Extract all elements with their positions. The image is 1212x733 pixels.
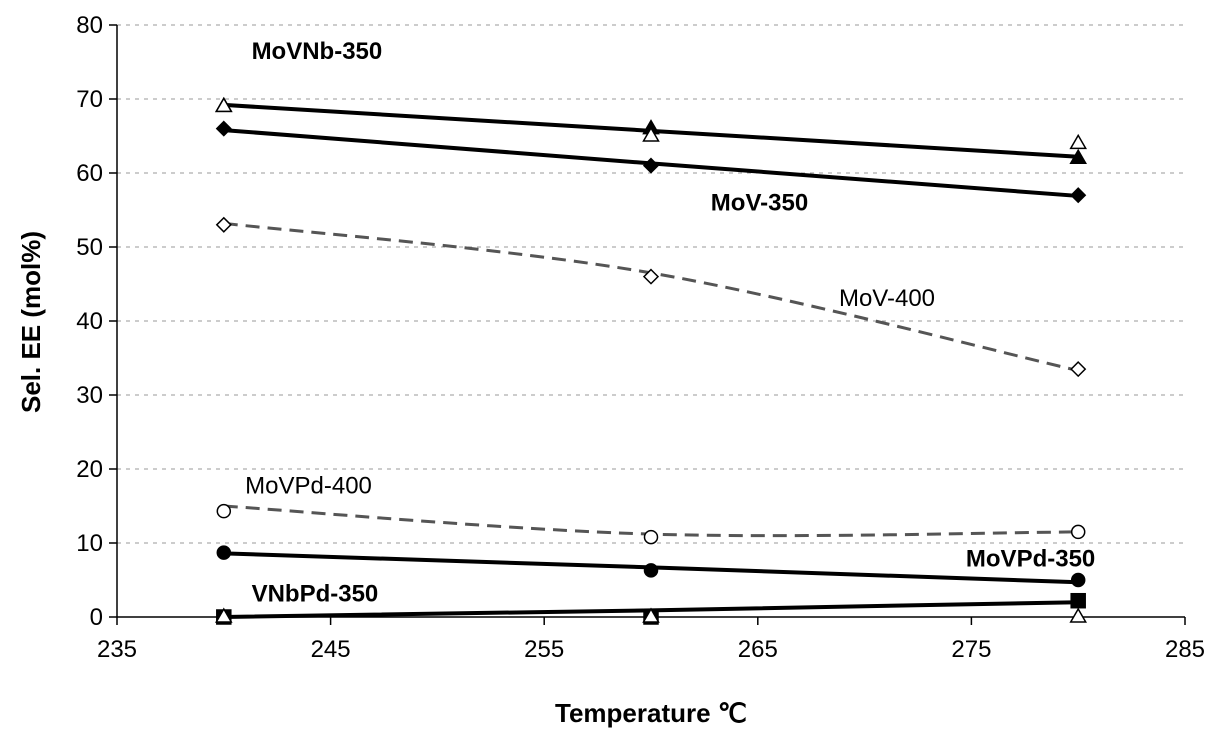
mov-350-point — [215, 120, 232, 137]
y-tick-label: 70 — [76, 86, 103, 113]
label-mov-400: MoV-400 — [839, 285, 935, 312]
y-tick-label: 20 — [76, 456, 103, 483]
series-6-point — [642, 607, 660, 623]
movnb-350-point — [1069, 148, 1087, 164]
mov-400-point — [642, 268, 660, 285]
vnbpd-350-point — [1070, 592, 1086, 609]
mov-350-point — [642, 157, 660, 174]
x-tick-label: 255 — [524, 636, 564, 663]
mov-350-point — [1070, 187, 1087, 204]
movpd-350-point — [216, 545, 232, 560]
x-tick-label: 285 — [1165, 636, 1205, 663]
x-tick-label: 235 — [97, 636, 137, 663]
movnb-350-open-point — [1069, 133, 1087, 150]
label-vnbpd-350: VNbPd-350 — [252, 580, 379, 607]
movpd-350-point — [1070, 572, 1086, 588]
movnb-350-open-point — [642, 126, 660, 142]
y-axis-title: Sel. EE (mol%) — [16, 231, 46, 413]
movpd-350-point — [643, 563, 659, 578]
movpd-400-point — [1070, 524, 1086, 540]
x-tick-label: 245 — [311, 636, 351, 663]
y-tick-label: 40 — [76, 308, 103, 335]
series-6-point — [1069, 607, 1087, 623]
movpd-400-point — [643, 529, 659, 545]
label-movpd-400: MoVPd-400 — [245, 472, 372, 499]
mov-400-point — [1070, 361, 1087, 378]
movpd-400-point — [216, 503, 232, 519]
x-tick-label: 265 — [738, 636, 778, 663]
series-labels: MoVNb-350 MoV-350 MoV-400 MoVPd-400 MoVPd-35… — [245, 38, 1095, 607]
data-markers — [215, 96, 1087, 625]
x-axis-title: Temperature ℃ — [555, 698, 747, 728]
trend-line-mov-400 — [223, 221, 1079, 373]
y-tick-label: 30 — [76, 382, 103, 409]
tick-labels: 0 10 20 30 40 50 60 70 80 235 245 255 265 275 285 — [76, 12, 1205, 663]
y-tick-label: 80 — [76, 12, 103, 39]
label-movpd-350: MoVPd-350 — [966, 546, 1095, 573]
y-tick-label: 50 — [76, 234, 103, 261]
y-tick-label: 60 — [76, 160, 103, 187]
label-movnb-350: MoVNb-350 — [252, 38, 383, 65]
mov-400-point — [215, 216, 232, 233]
y-tick-label: 10 — [76, 530, 103, 557]
x-tick-label: 275 — [951, 636, 991, 663]
label-mov-350: MoV-350 — [711, 190, 808, 217]
y-tick-label: 0 — [90, 604, 103, 631]
series-6-point — [215, 607, 233, 623]
movnb-350-open-point — [215, 96, 233, 113]
